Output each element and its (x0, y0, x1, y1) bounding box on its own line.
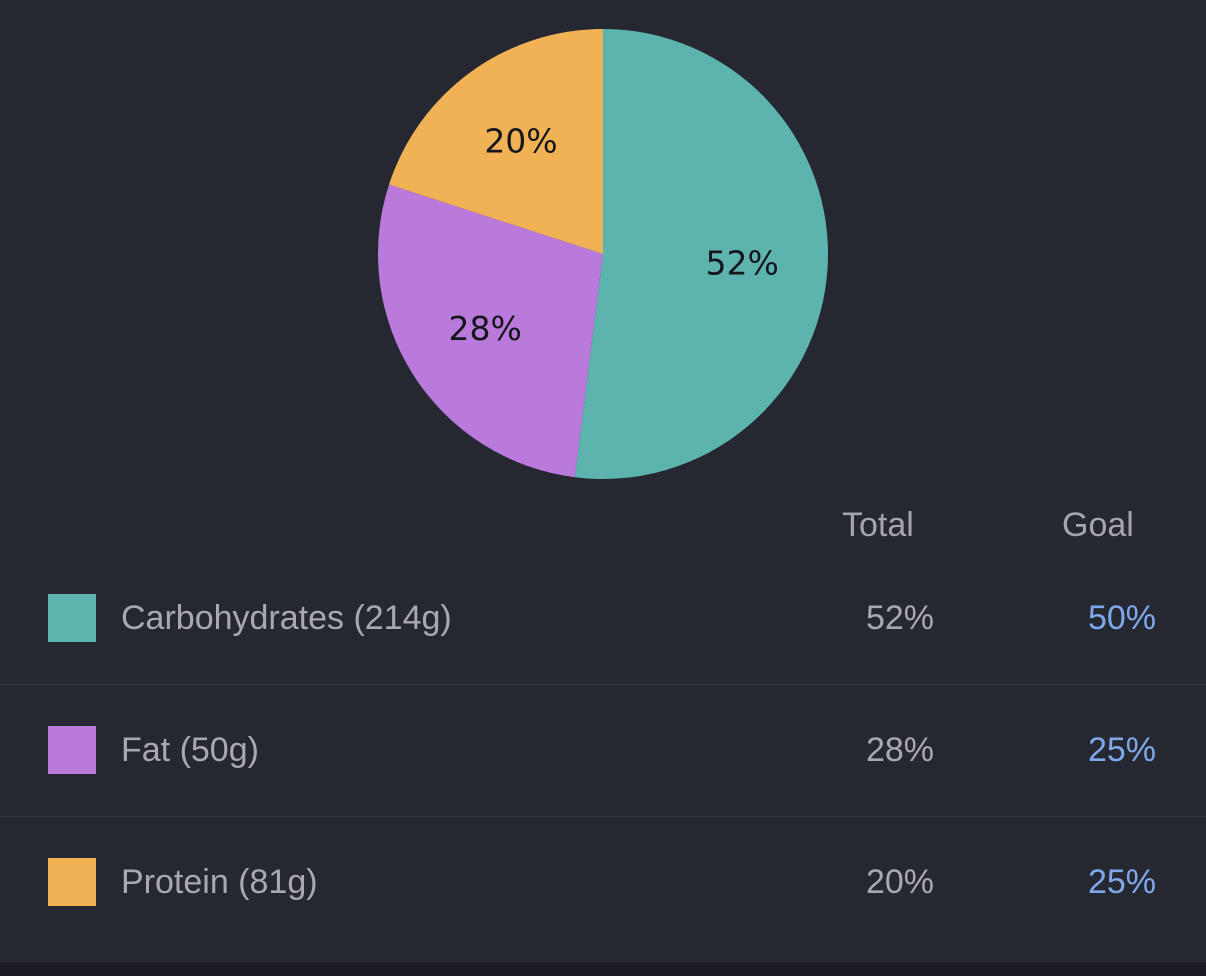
carbohydrates-label: Carbohydrates (214g) (121, 599, 452, 637)
bottom-bar (0, 962, 1206, 976)
pie-slice-1 (378, 184, 603, 478)
total-column-header: Total (842, 506, 914, 544)
protein-color-swatch (48, 858, 96, 906)
fat-color-swatch (48, 726, 96, 774)
macro-row-fat[interactable]: Fat (50g) 28% 25% (0, 684, 1206, 817)
protein-label: Protein (81g) (121, 863, 318, 901)
protein-goal[interactable]: 25% (1087, 863, 1156, 901)
carbohydrates-total: 52% (865, 599, 934, 637)
pie-slice-label-0: 52% (706, 243, 779, 282)
goal-column-header: Goal (1062, 506, 1134, 544)
pie-slice-0 (574, 29, 828, 479)
macro-pie-chart: 52% 28% 20% (378, 29, 828, 479)
macro-row-protein[interactable]: Protein (81g) 20% 25% (0, 816, 1206, 948)
pie-slice-2 (389, 29, 603, 254)
fat-total: 28% (865, 731, 934, 769)
fat-label: Fat (50g) (121, 731, 259, 769)
protein-total: 20% (865, 863, 934, 901)
macro-row-carbohydrates[interactable]: Carbohydrates (214g) 52% 50% (0, 552, 1206, 685)
carbohydrates-color-swatch (48, 594, 96, 642)
pie-slice-label-2: 20% (484, 122, 557, 161)
carbohydrates-goal[interactable]: 50% (1087, 599, 1156, 637)
fat-goal[interactable]: 25% (1087, 731, 1156, 769)
pie-slice-label-1: 28% (449, 309, 522, 348)
